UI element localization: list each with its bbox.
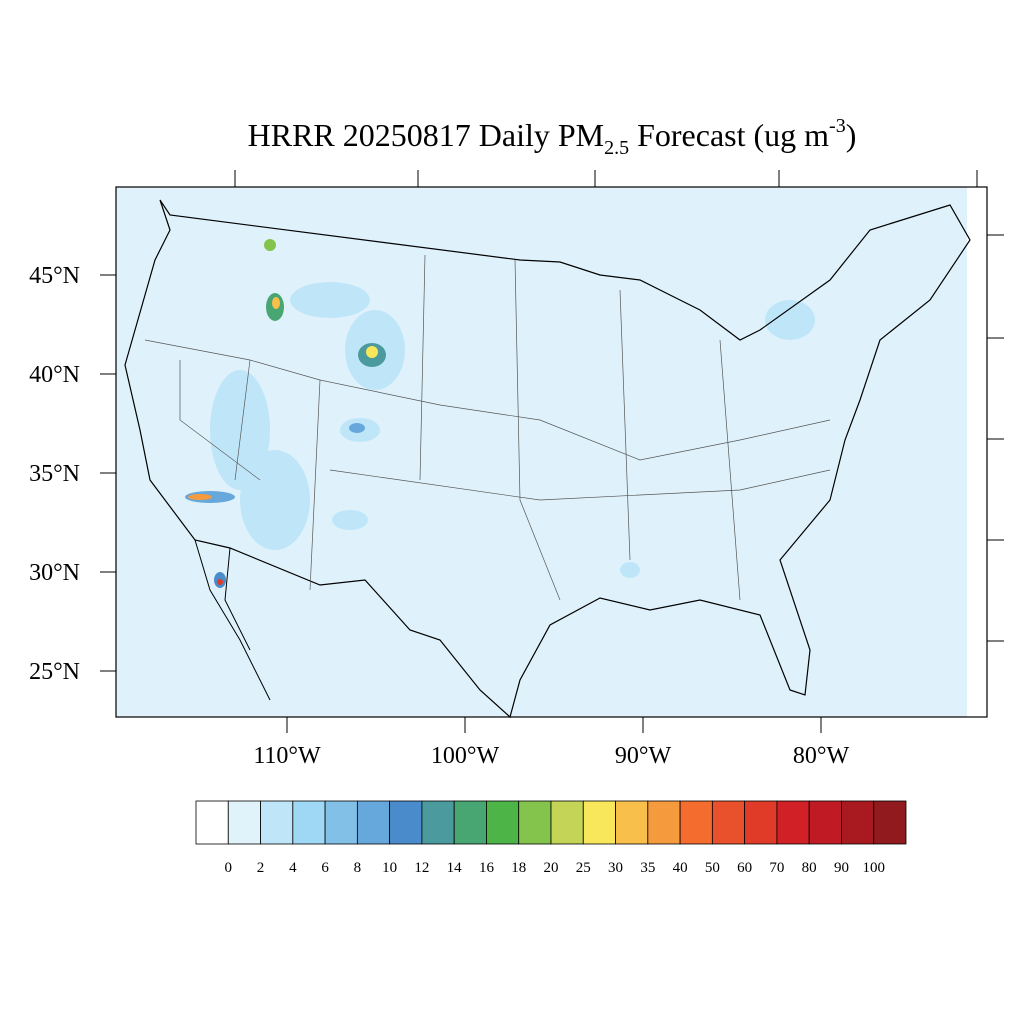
colorbar-box <box>776 800 810 845</box>
colorbar-box <box>421 800 455 845</box>
colorbar-box <box>744 800 778 845</box>
colorbar-box <box>453 800 487 845</box>
colorbar-label: 8 <box>354 860 362 876</box>
colorbar-label: 25 <box>576 860 591 876</box>
colorbar-label: 50 <box>705 860 720 876</box>
colorbar-label: 90 <box>834 860 849 876</box>
colorbar-box <box>841 800 875 845</box>
colorbar-box <box>550 800 584 845</box>
colorbar-label: 4 <box>289 860 297 876</box>
colorbar-box <box>324 800 358 845</box>
colorbar-box <box>389 800 423 845</box>
colorbar-box <box>195 800 229 845</box>
colorbar-label: 14 <box>447 860 463 876</box>
colorbar-box <box>486 800 520 845</box>
smoke-areas <box>210 282 815 578</box>
colorbar-label: 18 <box>511 860 526 876</box>
colorbar-box <box>647 800 681 845</box>
colorbar-box <box>260 800 294 845</box>
colorbar-box <box>292 800 326 845</box>
colorbar-label: 100 <box>862 860 885 876</box>
lat-label: 35°N <box>29 461 80 487</box>
colorbar-box <box>711 800 746 845</box>
title: HRRR 20250817 Daily PM2.5 Forecast (ug m… <box>248 115 857 159</box>
frame-ticks <box>100 170 1004 733</box>
map-frame <box>115 186 988 718</box>
baja-coast <box>194 539 271 701</box>
colorbar-label: 16 <box>479 860 495 876</box>
colorbar-label: 6 <box>321 860 329 876</box>
title-sup: -3 <box>829 115 846 137</box>
colorbar-label: 20 <box>544 860 559 876</box>
colorbar-label: 0 <box>225 860 233 876</box>
colorbar-label: 10 <box>382 860 397 876</box>
colorbar-label: 30 <box>608 860 623 876</box>
lon-label: 90°W <box>615 743 672 769</box>
lon-label: 100°W <box>431 743 500 769</box>
coastline <box>124 199 971 719</box>
colorbar-box <box>582 800 616 845</box>
title-end: ) <box>846 117 857 153</box>
colorbar: 0 2 4 6 8 10 12 14 16 18 20 25 30 35 40 50 60 70 80 90 100 <box>195 800 907 876</box>
colorbar-box <box>679 800 713 845</box>
colorbar-label: 40 <box>673 860 688 876</box>
colorbar-box <box>356 800 391 845</box>
smoke-hotspots <box>185 239 386 588</box>
colorbar-box <box>518 800 552 845</box>
lat-label: 40°N <box>29 362 80 388</box>
map-edge <box>967 187 987 717</box>
title-sub: 2.5 <box>604 137 629 159</box>
axis-labels: 45°N 40°N 35°N 30°N 25°N 110°W 100°W 90°W 80°W <box>29 263 849 769</box>
lat-label: 45°N <box>29 263 80 289</box>
lat-label: 30°N <box>29 560 80 586</box>
state-borders <box>144 254 831 601</box>
colorbar-label: 35 <box>640 860 655 876</box>
colorbar-label: 12 <box>414 860 429 876</box>
lon-label: 80°W <box>793 743 850 769</box>
colorbar-label: 2 <box>257 860 265 876</box>
colorbar-box <box>808 800 842 845</box>
colorbar-box <box>873 800 907 845</box>
colorbar-label: 70 <box>769 860 784 876</box>
lon-label: 110°W <box>253 743 321 769</box>
colorbar-label: 60 <box>737 860 752 876</box>
lat-label: 25°N <box>29 659 80 685</box>
map <box>100 170 1004 733</box>
title-main: HRRR 20250817 Daily PM <box>248 117 604 153</box>
colorbar-box <box>615 800 649 845</box>
colorbar-box <box>227 800 261 845</box>
title-mid: Forecast (ug m <box>629 117 829 153</box>
colorbar-label: 80 <box>802 860 817 876</box>
